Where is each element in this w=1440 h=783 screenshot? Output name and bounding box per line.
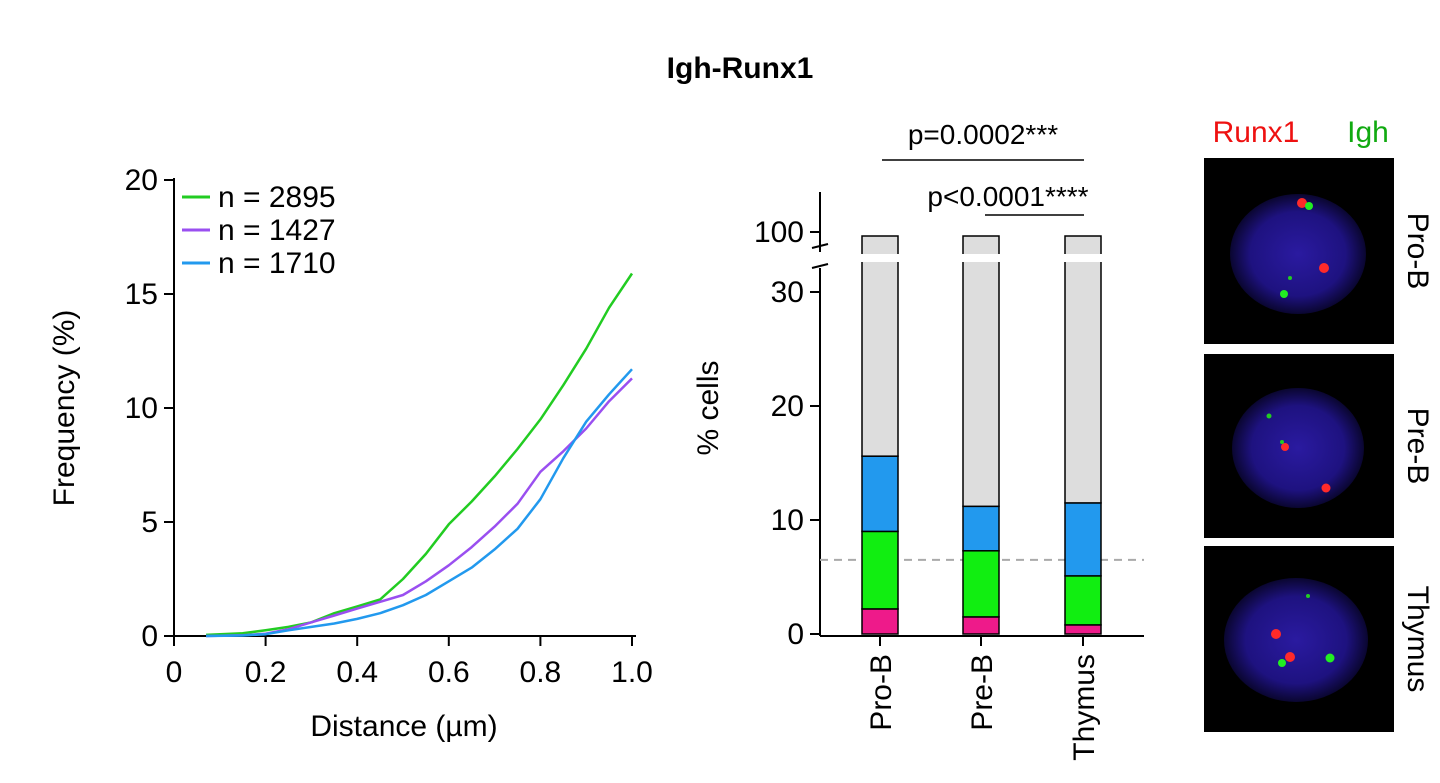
significance-label-1: p=0.0002*** bbox=[908, 119, 1058, 150]
runx1-spot bbox=[1285, 652, 1295, 662]
y-tick-label: 20 bbox=[125, 164, 158, 197]
igh-spot bbox=[1278, 659, 1286, 667]
x-tick-label: 1.0 bbox=[611, 656, 653, 689]
x-tick-label: 0.8 bbox=[520, 656, 562, 689]
y-tick-label: 10 bbox=[771, 504, 804, 537]
legend-label: n = 2895 bbox=[218, 181, 336, 214]
y-tick-label: 10 bbox=[125, 392, 158, 425]
igh-spot bbox=[1325, 653, 1335, 663]
y-tick-label: 15 bbox=[125, 278, 158, 311]
igh-spot bbox=[1266, 413, 1272, 419]
panel-label-thymus: Thymus bbox=[1401, 586, 1434, 693]
runx1-spot bbox=[1281, 443, 1289, 451]
x-tick-label: 0.4 bbox=[336, 656, 378, 689]
runx1-spot bbox=[1321, 483, 1331, 493]
y-tick-label: 0 bbox=[141, 620, 158, 653]
nucleus-thymus bbox=[1224, 578, 1368, 702]
bar-segment bbox=[1064, 502, 1102, 577]
bar-segment bbox=[962, 505, 1000, 552]
y-tick-label: 100 bbox=[754, 216, 804, 249]
category-label: Pre-B bbox=[966, 654, 999, 731]
category-label: Thymus bbox=[1068, 654, 1101, 761]
bar-segment bbox=[861, 530, 899, 610]
bar-segment bbox=[1064, 624, 1102, 635]
runx1-label: Runx1 bbox=[1213, 116, 1300, 149]
igh-spot bbox=[1288, 276, 1292, 280]
series-line-3 bbox=[206, 368, 633, 638]
x-tick-label: 0.2 bbox=[245, 656, 287, 689]
legend-label: n = 1427 bbox=[218, 214, 336, 247]
bar-break-gap bbox=[961, 254, 1001, 262]
y-tick-label: 30 bbox=[771, 276, 804, 309]
bar-segment bbox=[962, 550, 1000, 618]
line-y-label: Frequency (%) bbox=[48, 310, 81, 507]
runx1-spot bbox=[1271, 629, 1281, 639]
line-x-label: Distance (µm) bbox=[310, 710, 497, 743]
nucleus-pro-b bbox=[1230, 194, 1366, 314]
igh-spot bbox=[1305, 202, 1313, 210]
axis-break-mark-lower bbox=[811, 263, 829, 269]
category-label: Pro-B bbox=[865, 654, 898, 731]
figure-title: Igh-Runx1 bbox=[667, 52, 814, 85]
legend-label: n = 1710 bbox=[218, 247, 336, 280]
y-tick-label: 0 bbox=[787, 618, 804, 651]
igh-label: Igh bbox=[1347, 116, 1389, 149]
bar-break-gap bbox=[860, 254, 900, 262]
bar-segment bbox=[962, 616, 1000, 635]
bar-segment bbox=[861, 235, 899, 457]
bar-segment bbox=[1064, 575, 1102, 626]
bar-segment bbox=[1064, 235, 1102, 504]
runx1-spot bbox=[1319, 263, 1329, 273]
panel-label-pro-b: Pro-B bbox=[1401, 213, 1434, 290]
bar-segment bbox=[962, 235, 1000, 508]
cells-stacked-bar-chart: 0 10 20 30 100 Pro-B Pre-B Thymus % cells p=0.… bbox=[692, 119, 1144, 761]
bar-segment bbox=[861, 455, 899, 533]
x-tick-label: 0 bbox=[166, 656, 183, 689]
bar-segment bbox=[861, 608, 899, 635]
runx1-spot bbox=[1297, 198, 1307, 208]
series-line-1 bbox=[206, 272, 634, 637]
y-tick-label: 20 bbox=[771, 390, 804, 423]
x-tick-label: 0.6 bbox=[428, 656, 470, 689]
bar-break-gap bbox=[1063, 254, 1103, 262]
igh-spot bbox=[1306, 594, 1310, 598]
significance-label-2: p<0.0001**** bbox=[927, 181, 1088, 212]
bar-y-label: % cells bbox=[692, 360, 725, 455]
y-tick-label: 5 bbox=[141, 506, 158, 539]
panel-label-pre-b: Pre-B bbox=[1401, 408, 1434, 485]
nucleus-pre-b bbox=[1232, 388, 1364, 508]
microscopy-panels: Runx1 Igh Pro-B Pre-B Thymus bbox=[1204, 116, 1434, 732]
axis-break-mark-upper bbox=[811, 243, 829, 249]
igh-spot bbox=[1280, 290, 1288, 298]
igh-spot bbox=[1280, 440, 1284, 444]
